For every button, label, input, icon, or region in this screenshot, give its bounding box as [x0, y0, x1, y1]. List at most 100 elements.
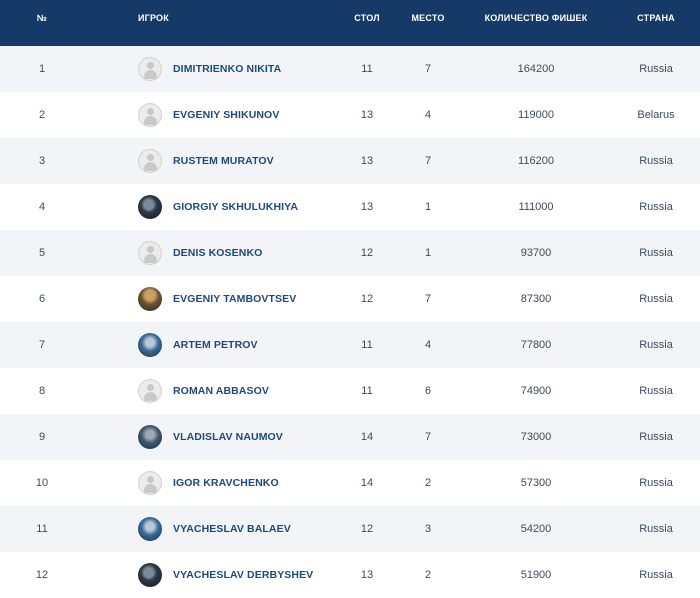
- country: Russia: [639, 431, 673, 443]
- row-number: 4: [38, 201, 46, 213]
- player-cell[interactable]: RUSTEM MURATOV: [138, 138, 274, 184]
- country: Belarus: [637, 109, 675, 121]
- table-row[interactable]: 9 VLADISLAV NAUMOV 14 7 73000 Russia: [0, 414, 700, 460]
- header-num[interactable]: №: [36, 13, 48, 23]
- player-name-link[interactable]: ROMAN ABBASOV: [173, 385, 269, 397]
- player-cell[interactable]: ROMAN ABBASOV: [138, 368, 269, 414]
- player-cell[interactable]: IGOR KRAVCHENKO: [138, 460, 279, 506]
- table-row[interactable]: 2 EVGENIY SHIKUNOV 13 4 119000 Belarus: [0, 92, 700, 138]
- player-name-link[interactable]: EVGENIY SHIKUNOV: [173, 109, 280, 121]
- country: Russia: [639, 293, 673, 305]
- table-number: 14: [360, 431, 374, 443]
- table-row[interactable]: 8 ROMAN ABBASOV 11 6 74900 Russia: [0, 368, 700, 414]
- header-chips[interactable]: количество фишек: [484, 13, 588, 23]
- player-photo-avatar: [138, 333, 162, 357]
- default-avatar-icon: [138, 379, 162, 403]
- table-row[interactable]: 3 RUSTEM MURATOV 13 7 116200 Russia: [0, 138, 700, 184]
- row-number: 8: [38, 385, 46, 397]
- chip-count: 54200: [520, 523, 552, 535]
- table-number: 11: [361, 63, 373, 75]
- seat-number: 7: [424, 431, 432, 443]
- seat-number: 3: [424, 523, 432, 535]
- player-cell[interactable]: EVGENIY SHIKUNOV: [138, 92, 279, 138]
- player-cell[interactable]: ARTEM PETROV: [138, 322, 258, 368]
- country: Russia: [639, 339, 673, 351]
- table-row[interactable]: 5 DENIS KOSENKO 12 1 93700 Russia: [0, 230, 700, 276]
- country: Russia: [639, 569, 673, 581]
- table-number: 13: [360, 201, 374, 213]
- chip-count: 164200: [517, 63, 555, 75]
- chip-count: 77800: [520, 339, 552, 351]
- row-number: 9: [38, 431, 46, 443]
- chip-count: 87300: [520, 293, 552, 305]
- header-country[interactable]: страна: [637, 13, 675, 23]
- table-row[interactable]: 6 EVGENIY TAMBOVTSEV 12 7 87300 Russia: [0, 276, 700, 322]
- player-name-link[interactable]: DENIS KOSENKO: [173, 247, 263, 259]
- header-player[interactable]: игрок: [138, 13, 169, 23]
- player-name-link[interactable]: EVGENIY TAMBOVTSEV: [173, 293, 297, 305]
- player-cell[interactable]: EVGENIY TAMBOVTSEV: [138, 276, 296, 322]
- chip-count: 116200: [518, 155, 554, 167]
- table-number: 13: [360, 109, 374, 121]
- chip-count: 51900: [520, 569, 552, 581]
- table-row[interactable]: 4 GIORGIY SKHULUKHIYA 13 1 111000 Russia: [0, 184, 700, 230]
- player-name-link[interactable]: ARTEM PETROV: [173, 339, 258, 351]
- chip-count: 119000: [518, 109, 554, 121]
- table-number: 12: [360, 293, 374, 305]
- player-name-link[interactable]: DIMITRIENKO NIKITA: [173, 63, 282, 75]
- player-photo-avatar: [138, 425, 162, 449]
- player-name-link[interactable]: VYACHESLAV BALAEV: [173, 523, 291, 535]
- row-number: 1: [38, 63, 46, 75]
- header-seat[interactable]: место: [411, 13, 445, 23]
- country: Russia: [639, 477, 673, 489]
- player-photo-avatar: [138, 563, 162, 587]
- row-number: 5: [38, 247, 46, 259]
- player-cell[interactable]: VYACHESLAV BALAEV: [138, 506, 291, 552]
- player-name-link[interactable]: VLADISLAV NAUMOV: [173, 431, 283, 443]
- country: Russia: [639, 385, 673, 397]
- player-name-link[interactable]: RUSTEM MURATOV: [173, 155, 274, 167]
- seat-number: 7: [424, 63, 432, 75]
- country: Russia: [639, 247, 673, 259]
- player-name-link[interactable]: IGOR KRAVCHENKO: [173, 477, 279, 489]
- table-number: 11: [361, 339, 373, 351]
- player-cell[interactable]: GIORGIY SKHULUKHIYA: [138, 184, 298, 230]
- table-row[interactable]: 10 IGOR KRAVCHENKO 14 2 57300 Russia: [0, 460, 700, 506]
- seat-number: 7: [424, 155, 432, 167]
- player-cell[interactable]: DIMITRIENKO NIKITA: [138, 46, 281, 92]
- row-number: 3: [38, 155, 46, 167]
- table-row[interactable]: 12 VYACHESLAV DERBYSHEV 13 2 51900 Russia: [0, 552, 700, 598]
- chip-count: 93700: [520, 247, 552, 259]
- seat-number: 1: [424, 201, 432, 213]
- table-number: 11: [361, 385, 373, 397]
- table-header: № игрок стол место количество фишек стра…: [0, 0, 700, 46]
- player-cell[interactable]: DENIS KOSENKO: [138, 230, 262, 276]
- player-name-link[interactable]: VYACHESLAV DERBYSHEV: [173, 569, 314, 581]
- seat-number: 6: [424, 385, 432, 397]
- chip-count: 111000: [518, 201, 554, 213]
- table-row[interactable]: 1 DIMITRIENKO NIKITA 11 7 164200 Russia: [0, 46, 700, 92]
- row-number: 11: [36, 523, 48, 535]
- table-number: 13: [360, 569, 374, 581]
- table-number: 14: [360, 477, 374, 489]
- player-cell[interactable]: VYACHESLAV DERBYSHEV: [138, 552, 313, 598]
- table-number: 12: [360, 247, 374, 259]
- row-number: 10: [35, 477, 49, 489]
- chip-count: 74900: [520, 385, 552, 397]
- header-table[interactable]: стол: [354, 13, 380, 23]
- default-avatar-icon: [138, 471, 162, 495]
- player-photo-avatar: [138, 517, 162, 541]
- table-row[interactable]: 11 VYACHESLAV BALAEV 12 3 54200 Russia: [0, 506, 700, 552]
- seat-number: 4: [424, 339, 432, 351]
- country: Russia: [639, 201, 673, 213]
- table-number: 12: [360, 523, 374, 535]
- player-cell[interactable]: VLADISLAV NAUMOV: [138, 414, 283, 460]
- player-photo-avatar: [138, 287, 162, 311]
- row-number: 12: [35, 569, 49, 581]
- table-row[interactable]: 7 ARTEM PETROV 11 4 77800 Russia: [0, 322, 700, 368]
- seat-number: 2: [424, 569, 432, 581]
- player-name-link[interactable]: GIORGIY SKHULUKHIYA: [173, 201, 299, 213]
- row-number: 6: [38, 293, 46, 305]
- chip-count: 57300: [520, 477, 552, 489]
